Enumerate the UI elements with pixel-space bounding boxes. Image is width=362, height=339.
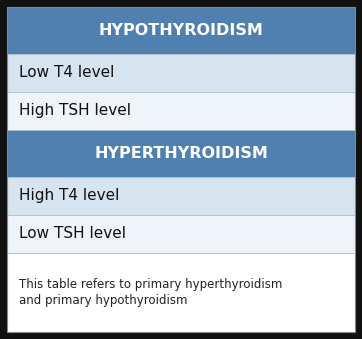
- Text: HYPOTHYROIDISM: HYPOTHYROIDISM: [98, 23, 264, 38]
- Bar: [7, 130, 355, 177]
- Text: HYPERTHYROIDISM: HYPERTHYROIDISM: [94, 146, 268, 161]
- Text: High T4 level: High T4 level: [19, 188, 119, 203]
- Text: Low TSH level: Low TSH level: [19, 226, 126, 241]
- Text: Low T4 level: Low T4 level: [19, 65, 114, 80]
- Bar: [7, 177, 355, 215]
- Text: and primary hypothyroidism: and primary hypothyroidism: [19, 294, 188, 307]
- Bar: [7, 215, 355, 253]
- Bar: [7, 7, 355, 54]
- Text: High TSH level: High TSH level: [19, 103, 131, 118]
- Text: This table refers to primary hyperthyroidism: This table refers to primary hyperthyroi…: [19, 278, 282, 291]
- Bar: [7, 92, 355, 130]
- Bar: [7, 54, 355, 92]
- Bar: [7, 253, 355, 332]
